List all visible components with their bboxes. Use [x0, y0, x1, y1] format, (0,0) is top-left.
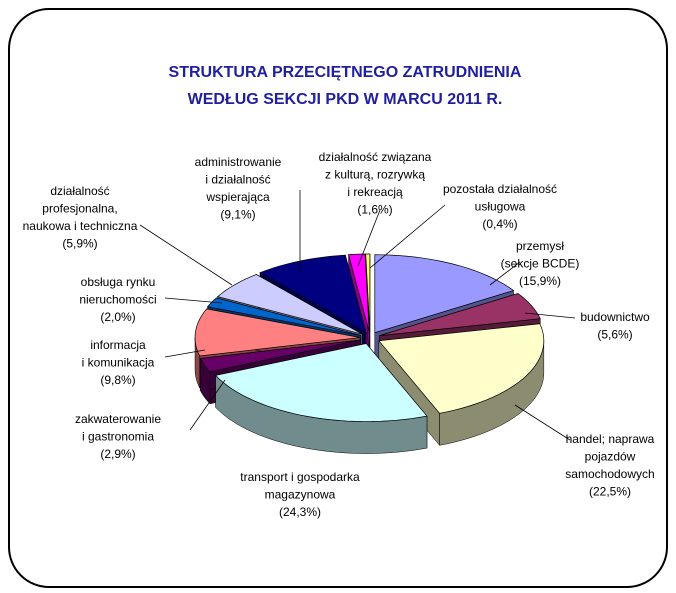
slice [378, 323, 545, 414]
slice-label: pozostała działalność [443, 182, 557, 196]
slice [199, 339, 361, 373]
slice-label: profesjonalna, [42, 202, 117, 216]
slice-label: informacja [90, 338, 146, 352]
slice-label: i gastronomia [82, 430, 154, 444]
value-label: (5,9%) [62, 237, 97, 251]
value-label: (9,1%) [220, 208, 255, 222]
slice-label: naukowa i techniczna [23, 219, 138, 233]
value-label: (2,9%) [100, 447, 135, 461]
slice-label: przemysł [516, 239, 564, 253]
slice-label: działalność [50, 184, 109, 198]
slice-label: i rekreacją [347, 185, 403, 199]
value-label: (2,0%) [100, 310, 135, 324]
slice-label: samochodowych [565, 467, 654, 481]
slice [194, 308, 361, 357]
leader-line [357, 209, 381, 267]
leader-line [164, 349, 206, 358]
leader-line [489, 261, 521, 286]
chart-title: WEDŁUG SEKCJI PKD W MARCU 2011 R. [188, 91, 503, 108]
value-label: (22,5%) [589, 485, 631, 499]
slice-label: z kulturą, rozrywką [325, 168, 425, 182]
leader-line [189, 379, 226, 431]
slice-label: działalność związana [319, 150, 432, 164]
slice-label: pojazdów [585, 450, 636, 464]
slice-label: zakwaterowanie [75, 412, 161, 426]
slice-label: magazynowa [265, 488, 336, 502]
slice-label: transport i gospodarka [240, 470, 360, 484]
slice-label: i działalność [205, 173, 270, 187]
slice-label: obsługa rynku [81, 275, 156, 289]
leader-line [164, 297, 223, 304]
value-label: (1,6%) [357, 203, 392, 217]
slice-label: i komunikacja [82, 356, 155, 370]
slice-label: administrowanie [195, 155, 282, 169]
slice [348, 253, 370, 333]
slice [379, 293, 541, 337]
leader-line [514, 404, 571, 441]
chart-title: STRUKTURA PRZECIĘTNEGO ZATRUDNIENIA [169, 64, 522, 81]
slice-label: (sekcje BCDE) [501, 257, 580, 271]
slice [214, 343, 428, 422]
value-label: (9,8%) [100, 373, 135, 387]
slice-label: wspierająca [205, 190, 270, 204]
leader-line [524, 312, 576, 319]
slice [374, 254, 515, 334]
slice-label: usługowa [475, 200, 526, 214]
leader-line [139, 224, 233, 286]
slice [365, 253, 371, 333]
slice-label: budownictwo [580, 310, 650, 324]
value-label: (15,9%) [519, 274, 561, 288]
value-label: (5,6%) [597, 328, 632, 342]
value-label: (24,3%) [279, 505, 321, 519]
slice-label: nieruchomości [79, 293, 156, 307]
value-label: (0,4%) [482, 217, 517, 231]
slice [216, 274, 363, 335]
leader-line [369, 204, 446, 269]
slice-label: handel; naprawa [566, 432, 655, 446]
